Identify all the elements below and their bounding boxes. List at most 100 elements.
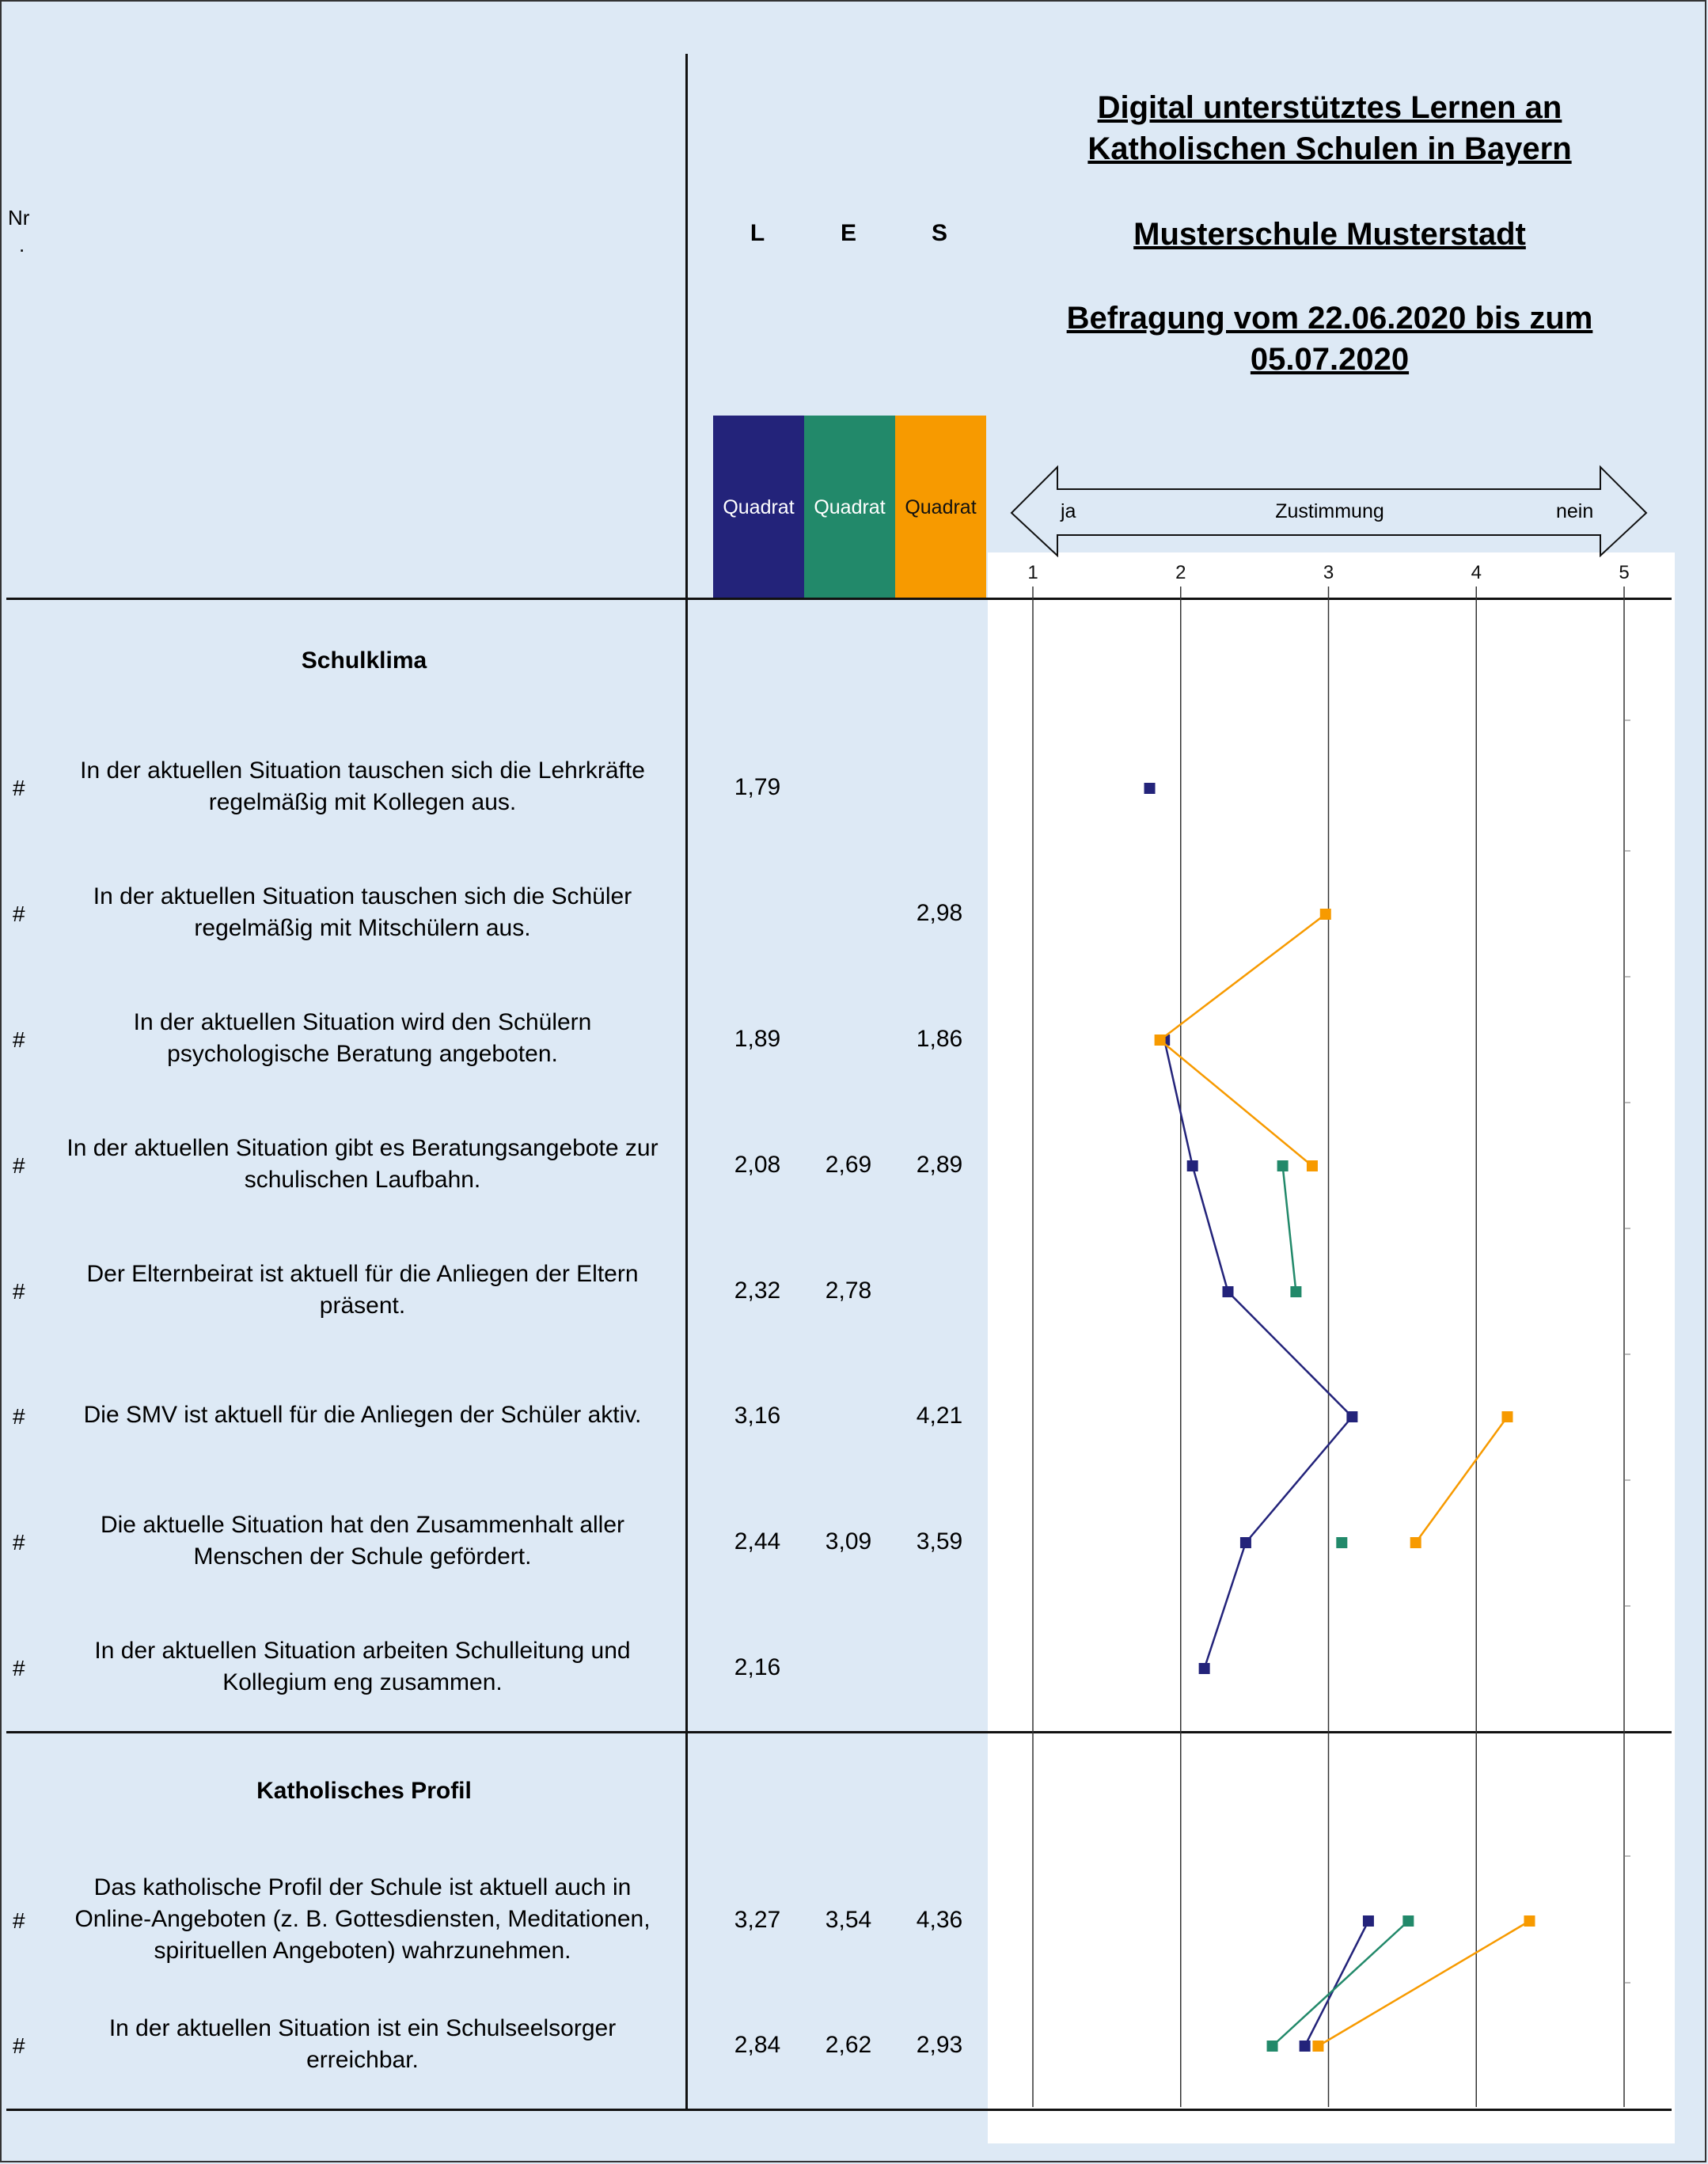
data-point-s	[1306, 1160, 1318, 1171]
row-number-marker: #	[13, 1530, 25, 1555]
series-line-s	[1414, 1416, 1509, 1543]
legend-box-s: Quadrat	[895, 416, 986, 599]
data-point-l	[1144, 783, 1156, 794]
question-text-line: Die aktuelle Situation hat den Zusammenh…	[100, 1512, 625, 1538]
value-l: 2,08	[734, 1152, 781, 1178]
table-bottom-divider	[6, 2109, 1672, 2111]
data-point-l	[1222, 1286, 1234, 1297]
question-text-line: schulischen Laufbahn.	[244, 1167, 481, 1193]
x-tick-label-1: 1	[1027, 562, 1038, 583]
value-l: 3,16	[734, 1403, 781, 1429]
question-text-line: Das katholische Profil der Schule ist ak…	[93, 1874, 632, 1900]
question-text: In der aktuellen Situation arbeiten Schu…	[38, 1635, 687, 1699]
question-text-line: Menschen der Schule gefördert.	[193, 1543, 532, 1570]
row-number-marker: #	[13, 1908, 25, 1933]
value-l: 3,27	[734, 1907, 781, 1933]
row-number-marker: #	[13, 1153, 25, 1178]
question-text: Das katholische Profil der Schule ist ak…	[38, 1872, 687, 1967]
question-text-line: regelmäßig mit Kollegen aus.	[208, 789, 517, 815]
row-number-marker: #	[13, 776, 25, 800]
data-point-l	[1198, 1663, 1210, 1674]
data-point-l	[1346, 1411, 1358, 1422]
agreement-scale-arrow	[1010, 465, 1648, 557]
value-s: 4,21	[916, 1403, 963, 1429]
scale-label-nein: nein	[1556, 500, 1594, 522]
title-line-2: Katholischen Schulen in Bayern	[1087, 131, 1572, 166]
question-text-line: erreichbar.	[306, 2047, 419, 2073]
question-text: In der aktuellen Situation tauschen sich…	[38, 755, 687, 818]
data-point-s	[1154, 1035, 1166, 1046]
value-s: 2,98	[916, 900, 963, 926]
legend-label-e: Quadrat	[814, 495, 886, 518]
value-s: 2,93	[916, 2032, 963, 2058]
data-point-e	[1290, 1286, 1302, 1297]
question-text-line: regelmäßig mit Mitschülern aus.	[194, 915, 531, 941]
question-text: In der aktuellen Situation wird den Schü…	[38, 1007, 687, 1070]
question-text: Die aktuelle Situation hat den Zusammenh…	[38, 1509, 687, 1573]
x-tick-label-2: 2	[1175, 562, 1186, 583]
x-tick-label-5: 5	[1619, 562, 1629, 583]
question-text: In der aktuellen Situation tauschen sich…	[38, 881, 687, 944]
data-point-e	[1277, 1160, 1289, 1171]
question-text-line: spirituellen Angeboten) wahrzunehmen.	[154, 1938, 571, 1964]
x-tick-label-3: 3	[1323, 562, 1334, 583]
value-e: 3,54	[825, 1907, 872, 1933]
question-text-line: In der aktuellen Situation ist ein Schul…	[108, 2015, 617, 2041]
row-number-marker: #	[13, 1027, 25, 1052]
title-line-1: Digital unterstütztes Lernen an	[1097, 90, 1562, 125]
data-point-l	[1299, 2041, 1311, 2052]
value-e: 3,09	[825, 1528, 872, 1555]
question-text-line: In der aktuellen Situation arbeiten Schu…	[94, 1638, 631, 1664]
value-l: 1,89	[734, 1026, 781, 1052]
data-point-s	[1410, 1537, 1421, 1548]
legend-label-s: Quadrat	[905, 495, 977, 518]
question-text-line: In der aktuellen Situation gibt es Berat…	[66, 1135, 659, 1161]
nr-header: Nr .	[8, 204, 29, 258]
question-text: In der aktuellen Situation gibt es Berat…	[38, 1133, 687, 1196]
question-text-line: Online-Angeboten (z. B. Gottesdiensten, …	[74, 1906, 651, 1932]
data-point-s	[1501, 1411, 1513, 1422]
value-s: 1,86	[916, 1026, 963, 1052]
survey-line-1: Befragung vom 22.06.2020 bis zum	[1066, 301, 1593, 336]
question-text: Die SMV ist aktuell für die Anliegen der…	[38, 1399, 687, 1431]
question-text-line: In der aktuellen Situation tauschen sich…	[80, 757, 645, 784]
question-text: In der aktuellen Situation ist ein Schul…	[38, 2013, 687, 2076]
header-divider	[6, 598, 1672, 600]
data-point-s	[1319, 909, 1331, 920]
column-divider	[685, 54, 688, 2110]
data-point-s	[1524, 1915, 1535, 1927]
value-s: 2,89	[916, 1152, 963, 1178]
value-l: 2,84	[734, 2032, 781, 2058]
value-e: 2,69	[825, 1152, 872, 1178]
value-e: 2,62	[825, 2032, 872, 2058]
row-number-marker: #	[13, 902, 25, 926]
scale-label-ja: ja	[1061, 500, 1076, 522]
value-l: 2,16	[734, 1654, 781, 1680]
value-s: 3,59	[916, 1528, 963, 1555]
question-text: Der Elternbeirat ist aktuell für die Anl…	[38, 1259, 687, 1322]
legend-label-l: Quadrat	[723, 495, 795, 518]
section-title-katholisches-profil: Katholisches Profil	[256, 1778, 472, 1804]
chart-area	[988, 552, 1675, 2143]
section-title-schulklima: Schulklima	[301, 647, 427, 674]
question-text-line: psychologische Beratung angeboten.	[167, 1041, 558, 1067]
data-point-l	[1239, 1537, 1251, 1548]
school-name: Musterschule Musterstadt	[1133, 217, 1526, 252]
data-point-s	[1312, 2041, 1324, 2052]
series-line-l	[1163, 1039, 1354, 1669]
x-tick-label-4: 4	[1471, 562, 1482, 583]
row-number-marker: #	[13, 1404, 25, 1429]
row-number-marker: #	[13, 1656, 25, 1680]
column-header-s: S	[931, 220, 947, 246]
chart-svg: 1 2 3 4 5	[1027, 562, 1630, 2107]
question-text-line: In der aktuellen Situation wird den Schü…	[133, 1009, 592, 1035]
value-l: 2,44	[734, 1528, 781, 1555]
series-line-s	[1317, 1919, 1531, 2048]
data-point-e	[1336, 1537, 1348, 1548]
nr-dot: .	[19, 233, 25, 256]
data-point-e	[1402, 1915, 1414, 1927]
legend-box-l: Quadrat	[713, 416, 804, 599]
question-text-line: Die SMV ist aktuell für die Anliegen der…	[83, 1402, 642, 1428]
question-text-line: Kollegium eng zusammen.	[222, 1669, 503, 1695]
